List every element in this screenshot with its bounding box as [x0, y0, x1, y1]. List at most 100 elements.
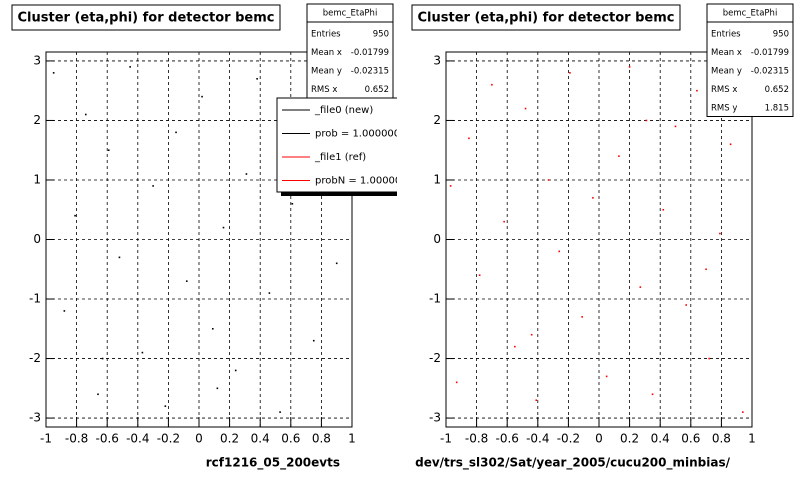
point [662, 208, 665, 211]
x-tick-label: 0.2 [620, 432, 639, 446]
x-tick-label: 0.4 [651, 432, 670, 446]
point [455, 381, 458, 384]
point [63, 310, 66, 312]
point [164, 405, 167, 407]
x-tick-label: -0.6 [495, 432, 518, 446]
point [129, 66, 131, 68]
x-tick-label: 0.2 [220, 432, 239, 446]
point [685, 304, 688, 306]
stats-label: Mean x [711, 48, 742, 58]
stats-value: -0.02315 [751, 67, 789, 77]
x-tick-label: -0.6 [95, 432, 118, 446]
stats-value: 1.815 [765, 104, 789, 114]
point [674, 125, 677, 128]
point [118, 256, 121, 259]
x-tick-label: -0.8 [65, 432, 88, 446]
x-axis-label: dev/trs_sl302/Sat/year_2005/cucu200_minb… [415, 456, 731, 471]
y-tick-label: -2 [429, 351, 441, 365]
x-tick-label: 0.8 [312, 432, 331, 446]
point [618, 155, 620, 157]
point [628, 66, 631, 68]
stats-name: bemc_EtaPhi [723, 9, 778, 19]
point [558, 250, 561, 253]
x-tick-label: 0.6 [281, 432, 300, 446]
x-tick-label: -0.4 [126, 432, 149, 446]
point [152, 185, 154, 187]
stats-value: 950 [773, 30, 789, 40]
point [645, 119, 648, 122]
point [605, 375, 608, 378]
point [696, 89, 698, 92]
x-tick-label: -1 [40, 432, 52, 446]
point [312, 339, 315, 342]
x-axis-label: rcf1216_05_200evts [206, 456, 340, 471]
point [141, 351, 144, 354]
y-tick-label: 2 [433, 113, 441, 127]
stats-label: Entries [311, 30, 341, 40]
y-tick-label: 3 [33, 53, 41, 67]
point [222, 226, 225, 229]
stats-label: Mean y [311, 67, 342, 77]
chart-title: Cluster (eta,phi) for detector bemc [18, 11, 275, 26]
point [581, 316, 583, 318]
y-tick-label: 2 [33, 113, 41, 127]
x-tick-label: 0 [195, 432, 203, 446]
y-tick-label: -2 [29, 351, 41, 365]
stats-value: -0.02315 [351, 67, 389, 77]
point [175, 131, 177, 134]
y-tick-label: 0 [433, 232, 441, 246]
stats-box [706, 3, 794, 117]
x-tick-label: -0.8 [465, 432, 488, 446]
point [639, 286, 642, 288]
legend-label: _file1 (ref) [314, 152, 366, 163]
panel: -1 -0.8 -0.6 -0.4 -0.2 0 0.2 0.4 0.6 0.8 1 -3 -2 -1 0 1… [411, 3, 794, 471]
stats-value: 950 [373, 30, 389, 40]
point [268, 292, 271, 294]
point [742, 411, 744, 413]
point [503, 220, 505, 223]
point [185, 280, 188, 282]
y-tick-label: -1 [429, 292, 441, 306]
point [569, 72, 571, 74]
legend-label: probN = 1.000000 [315, 176, 408, 187]
point [74, 214, 76, 217]
point [729, 143, 732, 146]
panel: -1 -0.8 -0.6 -0.4 -0.2 0 0.2 0.4 0.6 0.8 1 -3 -2 -1 0 1… [11, 3, 408, 471]
point [651, 393, 654, 396]
x-tick-label: 0 [595, 432, 603, 446]
x-tick-label: -0.4 [526, 432, 549, 446]
point [335, 262, 338, 265]
stats-label: Mean y [711, 67, 742, 77]
point [468, 137, 470, 140]
y-tick-label: 3 [433, 53, 441, 67]
point [478, 274, 481, 277]
point [705, 268, 707, 271]
point [524, 107, 527, 110]
x-tick-label: -0.2 [157, 432, 180, 446]
y-tick-label: 1 [33, 172, 41, 186]
stats-label: Mean x [311, 48, 342, 58]
stats-value: -0.01799 [351, 48, 389, 58]
x-tick-label: -1 [440, 432, 452, 446]
point [291, 202, 294, 205]
y-tick-label: 1 [433, 172, 441, 186]
point [514, 345, 516, 348]
point [719, 232, 721, 235]
stats-label: RMS x [311, 85, 337, 95]
stats-value: -0.01799 [751, 48, 789, 58]
stats-label: RMS x [711, 85, 737, 95]
point [256, 77, 258, 80]
stats-value: 0.652 [765, 85, 789, 95]
point [201, 95, 203, 98]
y-tick-label: -1 [29, 292, 41, 306]
y-tick-label: 0 [33, 232, 41, 246]
y-tick-label: -3 [29, 411, 41, 425]
point [101, 357, 104, 360]
title-box [411, 4, 681, 31]
stats-label: RMS y [711, 104, 737, 114]
stats-box [306, 3, 394, 99]
point [234, 369, 237, 372]
legend-box [276, 97, 397, 193]
stats-value: 0.652 [365, 85, 389, 95]
